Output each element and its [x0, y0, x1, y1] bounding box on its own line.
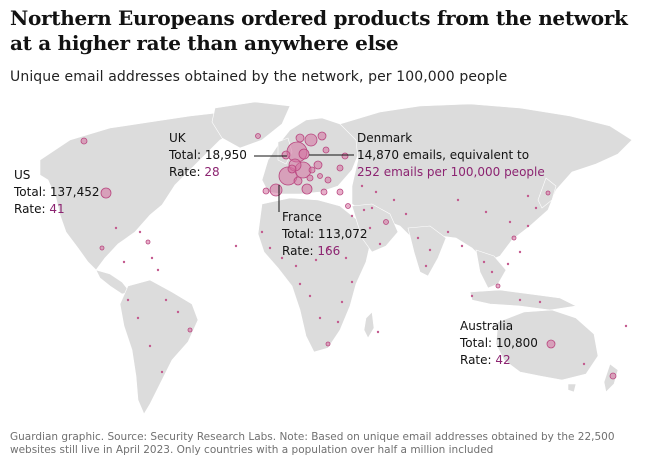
uae-bubble	[383, 219, 389, 225]
france-rate-label: Rate:	[282, 244, 318, 258]
hungary-bubble	[317, 173, 323, 179]
uk-total: Total: 18,950	[169, 148, 247, 162]
australia-total: Total: 10,800	[460, 336, 538, 350]
poland-bubble	[313, 160, 323, 170]
ukraine-bubble	[336, 164, 344, 172]
norway-bubble	[295, 133, 305, 143]
headline: Northern Europeans ordered products from…	[10, 6, 628, 55]
us-name: US	[14, 168, 31, 182]
israel-bubble	[345, 203, 351, 209]
uk-rate-line: Rate: 28	[169, 164, 247, 181]
africa-land	[257, 197, 373, 353]
australia-name: Australia	[460, 319, 514, 333]
portugal-bubble	[262, 187, 270, 195]
southeast-asia-land	[475, 249, 507, 289]
puerto-rico-bubble	[145, 239, 151, 245]
france-name: France	[282, 210, 322, 224]
australia-rate-label: Rate:	[460, 353, 496, 367]
south-africa-bubble	[325, 341, 331, 347]
spain-bubble	[269, 183, 283, 197]
denmark-line1: 14,870 emails, equivalent to	[357, 148, 530, 162]
france-annotation: France Total: 113,072 Rate: 166	[282, 209, 368, 260]
uk-annotation: UK Total: 18,950 Rate: 28	[169, 130, 247, 181]
france-total: Total: 113,072	[282, 227, 368, 241]
source-footnote: Guardian graphic. Source: Security Resea…	[10, 431, 615, 456]
north-america-land	[39, 111, 251, 271]
us-rate-label: Rate:	[14, 202, 50, 216]
greece-bubble	[320, 188, 328, 196]
turkey-bubble	[336, 188, 344, 196]
italy-bubble	[301, 183, 313, 195]
czech-bubble	[308, 166, 316, 174]
uk-rate-value: 28	[204, 165, 220, 179]
baltic-bubble	[322, 146, 330, 154]
world-map	[0, 100, 647, 420]
mexico-bubble	[99, 245, 105, 251]
world-map-svg	[39, 101, 633, 415]
iceland-bubble	[255, 133, 261, 139]
australia-bubble	[546, 339, 556, 349]
france-rate-line: Rate: 166	[282, 243, 368, 260]
subtitle: Unique email addresses obtained by the n…	[10, 69, 508, 85]
australia-rate-value: 42	[495, 353, 511, 367]
australia-annotation: Australia Total: 10,800 Rate: 42	[460, 318, 538, 369]
switzerland-bubble	[293, 176, 303, 186]
madagascar-land	[363, 311, 375, 339]
finland-bubble	[317, 131, 327, 141]
belgium-bubble	[287, 164, 297, 174]
us-total: Total: 137,452	[14, 185, 100, 199]
uk-name: UK	[169, 131, 186, 145]
hongkong-bubble	[511, 235, 517, 241]
central-america-land	[95, 269, 131, 295]
austria-bubble	[306, 174, 314, 182]
tasmania-land	[567, 383, 577, 393]
uk-rate-label: Rate:	[169, 165, 205, 179]
bubbles	[80, 131, 617, 380]
canada-bubble	[80, 137, 88, 145]
us-rate-value: 41	[49, 202, 65, 216]
france-rate-value: 166	[317, 244, 341, 258]
denmark-annotation: Denmark 14,870 emails, equivalent to 252…	[357, 130, 545, 181]
japan-bubble	[545, 190, 551, 196]
ireland-bubble	[281, 150, 291, 160]
new-zealand-bubble	[609, 372, 617, 380]
brazil-bubble	[187, 327, 193, 333]
india-land	[407, 225, 447, 277]
sweden-bubble	[304, 133, 318, 147]
us-rate-line: Rate: 41	[14, 201, 100, 218]
indonesia-land	[469, 289, 577, 311]
australia-rate-line: Rate: 42	[460, 352, 538, 369]
us-annotation: US Total: 137,452 Rate: 41	[14, 167, 100, 218]
denmark-bubble	[298, 148, 310, 160]
small-dots	[114, 184, 628, 374]
leader-lines	[254, 154, 354, 212]
arabia-land	[351, 203, 399, 253]
romania-bubble	[324, 176, 332, 184]
singapore-bubble	[495, 283, 501, 289]
denmark-name: Denmark	[357, 131, 413, 145]
south-america-land	[119, 279, 199, 415]
russia-bubble	[341, 152, 349, 160]
denmark-line2: 252 emails per 100,000 people	[357, 165, 545, 179]
us-bubble	[100, 187, 112, 199]
greenland-land	[211, 101, 291, 149]
